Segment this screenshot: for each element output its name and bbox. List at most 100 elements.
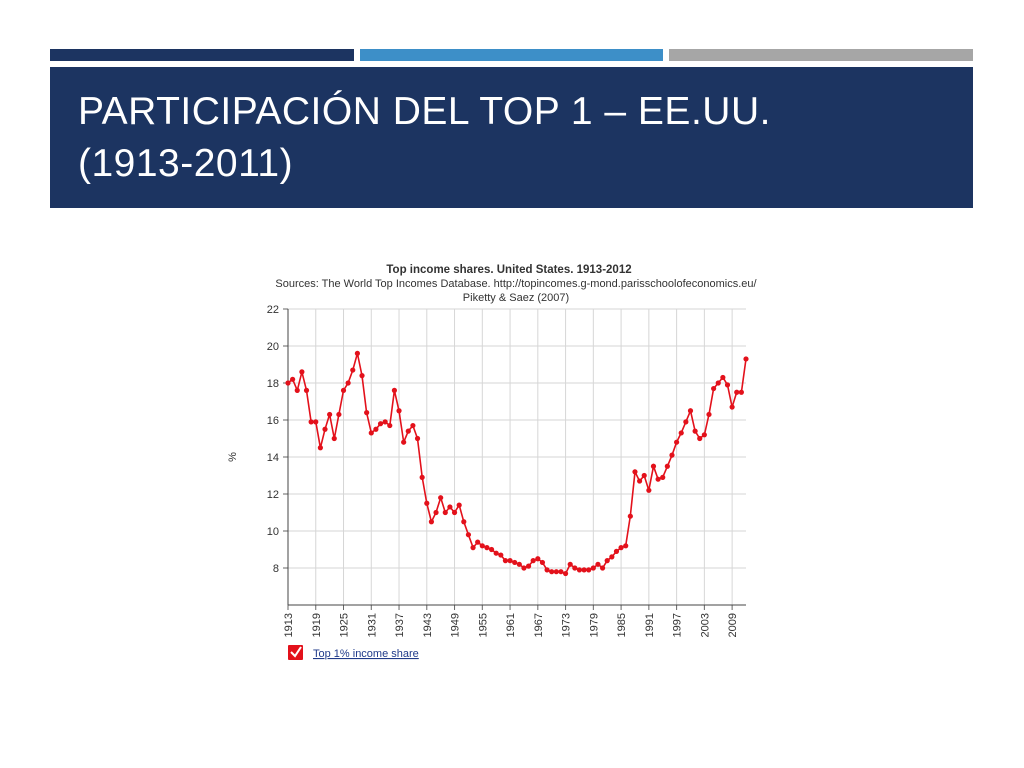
x-tick-label: 2003 xyxy=(699,613,711,637)
data-point xyxy=(479,543,485,549)
title-banner: PARTICIPACIÓN DEL TOP 1 – EE.UU. (1913-2… xyxy=(50,67,973,208)
data-point xyxy=(470,545,476,551)
data-point xyxy=(572,565,578,571)
income-share-chart: Top income shares. United States. 1913-2… xyxy=(227,264,758,660)
y-tick-label: 22 xyxy=(267,304,279,316)
data-point xyxy=(599,565,606,571)
data-point xyxy=(456,502,462,508)
data-point xyxy=(715,380,721,386)
chart-title: Top income shares. United States. 1913-2… xyxy=(386,264,631,276)
data-point xyxy=(521,565,527,571)
data-point xyxy=(641,472,647,479)
data-point xyxy=(558,569,564,575)
data-point xyxy=(336,411,342,418)
accent-bar-light-blue xyxy=(360,49,663,61)
data-point xyxy=(382,419,388,425)
checkmark-icon xyxy=(290,646,302,658)
chart-container: Top income shares. United States. 1913-2… xyxy=(220,255,800,675)
data-point xyxy=(674,439,680,445)
data-point xyxy=(285,380,291,386)
data-point xyxy=(539,559,546,566)
data-point xyxy=(660,474,666,480)
data-point xyxy=(327,411,333,418)
accent-bar-gray xyxy=(669,49,973,61)
data-point xyxy=(590,565,596,571)
data-point xyxy=(720,374,726,381)
x-tick-label: 1955 xyxy=(477,613,489,637)
x-tick-label: 1925 xyxy=(339,613,351,637)
y-tick-label: 14 xyxy=(267,452,279,464)
data-point xyxy=(724,382,731,388)
data-point xyxy=(734,389,740,395)
data-point xyxy=(507,558,513,564)
data-point xyxy=(743,356,749,362)
data-point xyxy=(581,567,587,573)
data-point xyxy=(687,408,694,414)
y-tick-label: 16 xyxy=(267,415,279,427)
data-point xyxy=(294,387,300,393)
data-point xyxy=(549,569,555,575)
data-point xyxy=(586,567,592,573)
data-point xyxy=(405,428,411,434)
data-point xyxy=(493,550,499,556)
data-point xyxy=(697,435,703,442)
data-point xyxy=(322,426,328,432)
y-tick-label: 18 xyxy=(267,378,279,390)
slide-title-line-2: (1913-2011) xyxy=(78,142,294,185)
data-point xyxy=(299,369,305,375)
data-point xyxy=(313,419,319,425)
x-tick-label: 1979 xyxy=(588,613,600,637)
x-tick-label: 1973 xyxy=(561,613,573,637)
data-point xyxy=(373,426,379,432)
data-point xyxy=(424,500,430,506)
data-point xyxy=(595,561,601,567)
data-point xyxy=(613,548,620,554)
accent-bar-dark-blue xyxy=(50,49,354,61)
data-point xyxy=(488,546,495,553)
data-point xyxy=(447,504,453,510)
data-point xyxy=(544,567,550,573)
data-point xyxy=(308,419,314,425)
plot-area: 8 10 12 14 16 18 20 22 1913 1919 1925 1931 1937 1943 1… xyxy=(227,304,749,637)
data-point xyxy=(683,419,689,425)
chart-subtitle-sources: Sources: The World Top Incomes Database.… xyxy=(275,278,757,290)
data-point xyxy=(650,463,657,469)
data-point xyxy=(632,469,638,475)
data-point xyxy=(442,509,448,516)
data-point xyxy=(387,422,393,429)
x-tick-label: 1991 xyxy=(644,613,656,637)
data-point xyxy=(461,519,467,525)
data-point xyxy=(706,411,712,418)
data-point xyxy=(692,428,698,434)
data-point xyxy=(729,404,735,410)
legend-item-label[interactable]: Top 1% income share xyxy=(313,648,419,660)
data-point xyxy=(646,487,652,493)
x-tick-label: 1967 xyxy=(533,613,545,637)
data-point xyxy=(678,430,684,436)
y-tick-label: 12 xyxy=(267,489,279,501)
data-point xyxy=(331,435,337,442)
data-point xyxy=(354,350,360,356)
data-point xyxy=(669,452,675,458)
data-point xyxy=(433,509,439,516)
data-point xyxy=(396,408,402,414)
slide-title-line-1: PARTICIPACIÓN DEL TOP 1 – EE.UU. xyxy=(78,90,771,133)
data-point xyxy=(576,567,583,573)
series-line-top-1pct xyxy=(287,353,747,575)
data-point xyxy=(498,552,504,558)
data-point xyxy=(303,387,310,393)
x-tick-label: 1985 xyxy=(616,613,628,637)
chart-legend[interactable]: Top 1% income share xyxy=(288,645,419,660)
data-point xyxy=(502,558,509,564)
data-point xyxy=(516,561,522,567)
data-point xyxy=(317,445,323,451)
data-point xyxy=(465,532,472,538)
data-point xyxy=(484,545,490,551)
x-tick-label: 1919 xyxy=(311,613,323,637)
data-point xyxy=(410,422,416,429)
data-point xyxy=(438,495,444,501)
x-tick-label: 1997 xyxy=(672,613,684,637)
data-point xyxy=(623,543,629,549)
data-point xyxy=(701,432,707,438)
data-point xyxy=(512,559,518,566)
